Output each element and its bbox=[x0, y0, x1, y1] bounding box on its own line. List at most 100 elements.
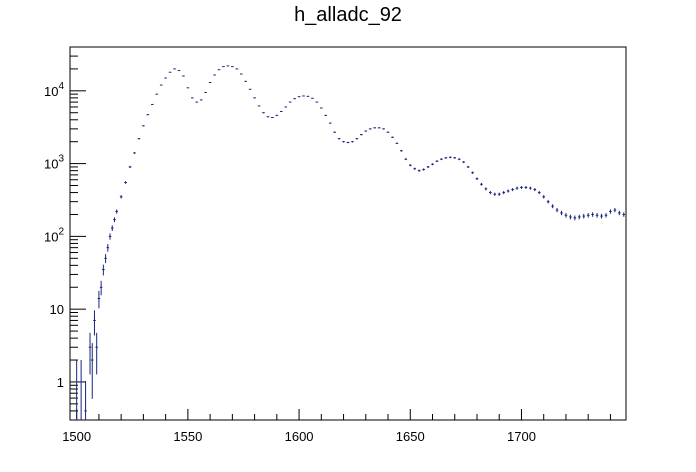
data-point bbox=[422, 168, 425, 171]
data-point bbox=[506, 189, 510, 193]
data-point bbox=[542, 195, 546, 199]
data-point bbox=[457, 158, 461, 161]
x-axis: 1500 1550 1600 1650 1700 bbox=[62, 409, 611, 444]
data-point bbox=[115, 209, 119, 214]
x-tick-label: 1700 bbox=[507, 429, 536, 444]
data-point bbox=[104, 254, 107, 264]
data-point bbox=[373, 127, 376, 129]
data-point bbox=[622, 212, 626, 217]
data-point bbox=[604, 213, 608, 218]
y-tick-label: 104 bbox=[44, 81, 64, 99]
data-point bbox=[573, 215, 577, 221]
data-point bbox=[79, 360, 83, 420]
data-point bbox=[311, 97, 314, 99]
data-point bbox=[537, 191, 541, 195]
data-point bbox=[257, 105, 261, 107]
data-point bbox=[555, 208, 559, 213]
data-point bbox=[271, 116, 274, 118]
data-point bbox=[595, 213, 599, 218]
data-point bbox=[475, 177, 479, 181]
data-point bbox=[466, 165, 470, 169]
data-point bbox=[128, 165, 132, 169]
data-point bbox=[306, 95, 310, 97]
data-point bbox=[493, 192, 497, 196]
data-point bbox=[137, 138, 141, 140]
y-tick-label: 1 bbox=[57, 375, 64, 390]
data-point bbox=[191, 97, 194, 99]
data-point bbox=[248, 88, 252, 90]
data-point bbox=[302, 95, 305, 97]
data-point bbox=[577, 214, 581, 220]
plot-frame bbox=[69, 46, 627, 421]
data-point bbox=[244, 80, 247, 82]
data-point bbox=[337, 138, 341, 140]
data-point bbox=[253, 97, 256, 99]
data-point bbox=[431, 163, 434, 166]
data-point bbox=[502, 191, 505, 195]
data-point bbox=[90, 343, 94, 399]
data-point bbox=[533, 188, 537, 192]
data-point bbox=[609, 209, 612, 214]
x-tick-label: 1650 bbox=[396, 429, 425, 444]
data-point bbox=[426, 165, 430, 169]
x-tick-label: 1550 bbox=[173, 429, 202, 444]
data-point bbox=[110, 225, 114, 231]
data-point bbox=[159, 84, 163, 86]
y-tick-label: 10 bbox=[50, 302, 64, 317]
data-point bbox=[150, 103, 154, 105]
data-point bbox=[208, 82, 212, 84]
data-point bbox=[368, 128, 372, 130]
data-point bbox=[408, 164, 412, 167]
data-point bbox=[382, 128, 385, 130]
data-point bbox=[293, 98, 296, 100]
data-point bbox=[195, 101, 199, 103]
chart-title: h_alladc_92 bbox=[294, 4, 402, 26]
data-point bbox=[346, 141, 350, 144]
data-point bbox=[400, 149, 403, 152]
data-point bbox=[320, 107, 323, 109]
data-point bbox=[142, 125, 145, 127]
data-point bbox=[484, 187, 488, 191]
data-point bbox=[93, 310, 96, 336]
data-point bbox=[297, 96, 301, 98]
data-point bbox=[471, 171, 474, 174]
data-point bbox=[342, 140, 345, 143]
data-point bbox=[586, 213, 590, 218]
data-point bbox=[75, 360, 78, 420]
data-point bbox=[395, 142, 399, 145]
data-point bbox=[417, 169, 421, 172]
data-point bbox=[618, 210, 621, 216]
data-point bbox=[102, 264, 105, 276]
data-point bbox=[204, 91, 207, 93]
data-point bbox=[600, 213, 603, 219]
data-point bbox=[524, 186, 528, 189]
data-point bbox=[511, 188, 514, 192]
data-point bbox=[591, 212, 594, 217]
data-point bbox=[275, 114, 279, 116]
data-points bbox=[75, 65, 626, 420]
data-point bbox=[315, 101, 319, 103]
data-point bbox=[377, 127, 381, 129]
data-point bbox=[146, 114, 150, 116]
data-point bbox=[84, 380, 87, 420]
y-tick-label: 102 bbox=[44, 226, 64, 244]
data-point bbox=[266, 116, 270, 118]
data-point bbox=[582, 213, 586, 219]
data-point bbox=[106, 244, 110, 252]
data-point bbox=[440, 158, 443, 161]
data-point bbox=[108, 233, 112, 240]
data-point bbox=[462, 161, 465, 164]
data-point bbox=[551, 204, 554, 209]
data-point bbox=[186, 87, 190, 89]
data-point bbox=[99, 280, 103, 296]
data-point bbox=[113, 217, 116, 223]
data-point bbox=[328, 122, 332, 124]
data-point bbox=[333, 131, 336, 133]
y-tick-label: 103 bbox=[44, 154, 64, 172]
data-point bbox=[95, 332, 98, 375]
data-point bbox=[560, 210, 563, 216]
data-point bbox=[124, 181, 127, 184]
data-point bbox=[360, 134, 363, 136]
data-point bbox=[199, 99, 203, 101]
